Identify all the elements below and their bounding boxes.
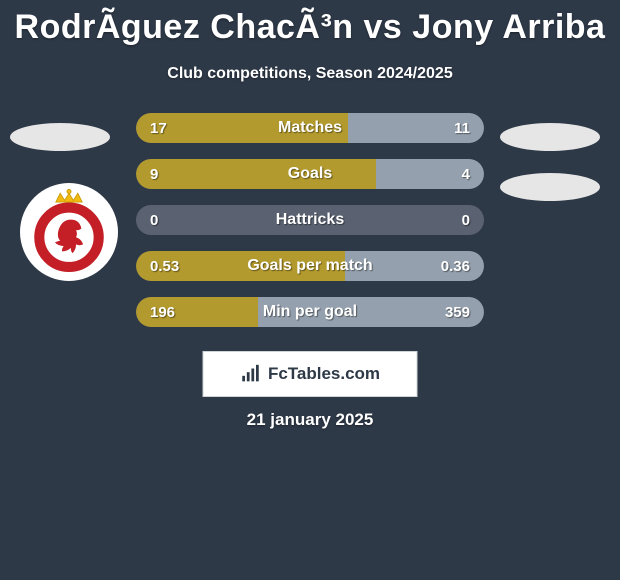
subtitle: Club competitions, Season 2024/2025 <box>0 65 620 83</box>
page-title: RodrÃ­guez ChacÃ³n vs Jony Arriba <box>0 0 620 47</box>
player2-badge-placeholder <box>500 123 600 151</box>
bar-fill-left <box>136 251 345 281</box>
stat-bars: Matches1711 Goals94 Hattricks00 Goals per m… <box>136 113 484 343</box>
bar-track <box>136 251 484 281</box>
stat-row: Goals94 <box>136 159 484 189</box>
stat-row: Hattricks00 <box>136 205 484 235</box>
bar-fill-right <box>258 297 484 327</box>
player1-club-crest <box>20 183 118 281</box>
stat-row: Matches1711 <box>136 113 484 143</box>
player1-badge-placeholder <box>10 123 110 151</box>
bar-fill-right <box>376 159 484 189</box>
bar-track <box>136 297 484 327</box>
bar-fill-left <box>136 113 348 143</box>
snapshot-date: 21 january 2025 <box>0 410 620 430</box>
bar-fill-right <box>348 113 484 143</box>
bar-track <box>136 113 484 143</box>
club-crest-icon <box>25 188 113 276</box>
bar-fill-left <box>136 159 376 189</box>
branding-badge: FcTables.com <box>203 351 418 397</box>
bar-chart-icon <box>240 363 262 385</box>
branding-text: FcTables.com <box>268 364 380 384</box>
bar-track <box>136 159 484 189</box>
stat-row: Goals per match0.530.36 <box>136 251 484 281</box>
player2-club-placeholder <box>500 173 600 201</box>
bar-fill-left <box>136 297 258 327</box>
bar-fill-right <box>345 251 484 281</box>
bar-track <box>136 205 484 235</box>
stat-row: Min per goal196359 <box>136 297 484 327</box>
